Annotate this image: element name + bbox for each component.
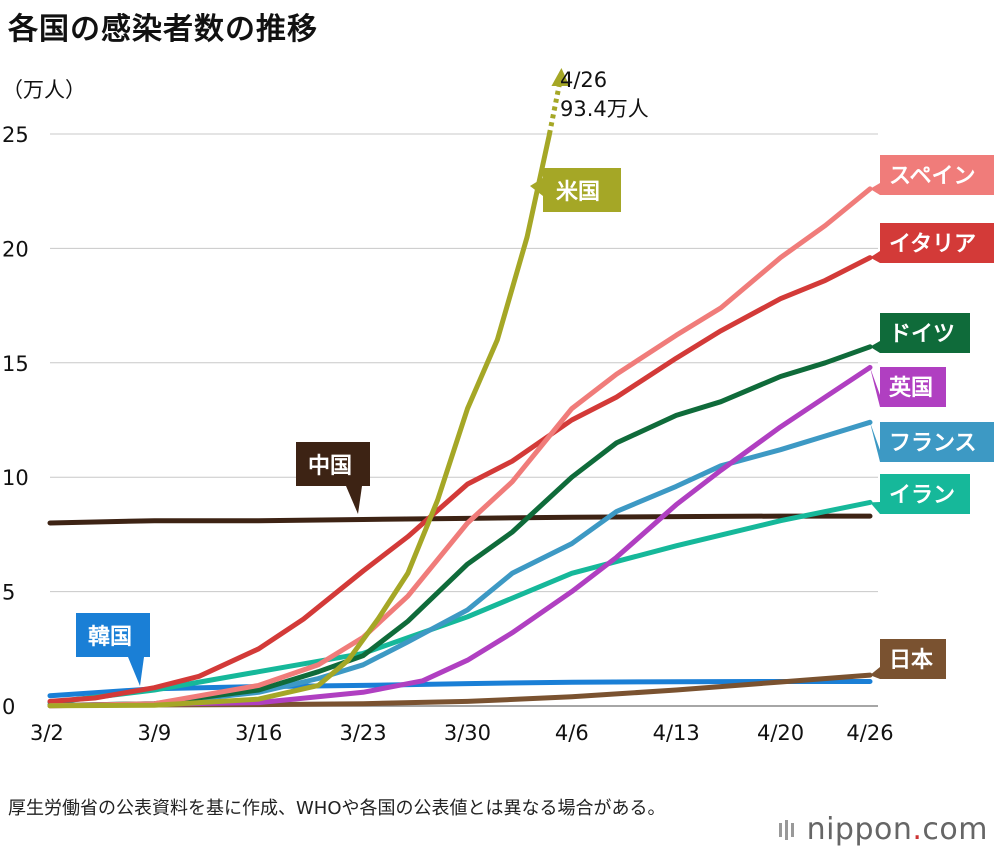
label-pointer (870, 422, 880, 462)
us-annotation: 4/26 93.4万人 (560, 68, 649, 121)
x-tick-label: 4/26 (846, 721, 893, 745)
label-box (296, 442, 370, 486)
label-pointer (870, 183, 880, 195)
series-label-スペイン: スペイン (870, 155, 994, 195)
label-box (880, 639, 946, 679)
label-text: 韓国 (88, 624, 132, 650)
y-tick-label: 10 (2, 466, 29, 490)
label-text: イタリア (889, 232, 976, 257)
line-chart: 0 5 10 15 20 25 3/2 3/9 3/16 3/23 3/30 4/6 4/13 4/20… (2, 68, 994, 745)
label-box (543, 168, 621, 212)
us-dashed-extension (547, 83, 562, 135)
label-text: ドイツ (889, 322, 955, 347)
label-box (880, 367, 946, 407)
brand-name: nippon (806, 812, 913, 847)
chart-title: 各国の感染者数の推移 (8, 12, 318, 47)
series-lines (47, 131, 873, 709)
label-text: イラン (889, 483, 955, 508)
label-text: 日本 (889, 648, 933, 673)
label-pointer (870, 341, 880, 353)
label-text: フランス (889, 431, 977, 456)
logo-bars-icon (778, 820, 794, 840)
y-tick-label: 25 (2, 123, 29, 147)
series-line (47, 364, 873, 709)
series-line (47, 499, 873, 706)
x-tick-label: 4/6 (555, 721, 589, 745)
x-tick-label: 4/13 (653, 721, 700, 745)
series-line (47, 513, 873, 526)
y-tick-label: 15 (2, 352, 29, 376)
brand-dot: . (912, 812, 923, 847)
series-label-米国: 米国 (530, 168, 621, 212)
chart-extras (547, 68, 570, 135)
series-label-英国: 英国 (870, 367, 946, 407)
x-tick-label: 3/2 (30, 721, 64, 745)
label-pointer (346, 486, 362, 514)
y-axis-label: （万人） (2, 78, 86, 102)
y-tick-label: 5 (2, 581, 15, 605)
label-text: 中国 (308, 454, 352, 479)
y-tick-label: 20 (2, 237, 29, 261)
label-pointer (870, 251, 880, 263)
label-box (76, 613, 150, 657)
annotation-date: 4/26 (560, 68, 607, 92)
series-label-イタリア: イタリア (870, 223, 994, 263)
series-label-中国: 中国 (296, 442, 370, 514)
label-box (880, 474, 970, 514)
annotation-value: 93.4万人 (560, 97, 649, 121)
x-tick-label: 4/20 (757, 721, 804, 745)
us-arrow-icon (551, 68, 570, 86)
label-box (880, 313, 970, 353)
series-line (47, 419, 873, 708)
series-label-イラン: イラン (870, 474, 970, 514)
y-tick-label: 0 (2, 695, 15, 719)
series-line (47, 344, 873, 708)
label-text: スペイン (889, 164, 975, 189)
x-tick-label: 3/9 (137, 721, 171, 745)
x-tick-label: 3/30 (444, 721, 491, 745)
x-tick-label: 3/23 (340, 721, 387, 745)
label-pointer (870, 667, 880, 679)
series-label-フランス: フランス (870, 422, 994, 462)
label-text: 米国 (556, 180, 600, 205)
label-pointer (870, 502, 880, 514)
label-pointer (530, 178, 543, 196)
source-note: 厚生労働省の公表資料を基に作成、WHOや各国の公表値とは異なる場合がある。 (8, 798, 666, 819)
series-label-韓国: 韓国 (76, 613, 150, 686)
label-pointer (128, 657, 144, 686)
brand-tld: com (922, 812, 988, 847)
y-axis-ticks: 0 5 10 15 20 25 (2, 123, 29, 719)
series-line (47, 672, 873, 708)
nippon-logo: nippon.com (777, 812, 988, 847)
series-line (47, 131, 552, 709)
label-box (880, 422, 994, 462)
x-tick-label: 3/16 (235, 721, 282, 745)
label-text: 英国 (889, 376, 933, 401)
label-box (880, 155, 994, 195)
series-label-日本: 日本 (870, 639, 946, 679)
label-box (880, 223, 994, 263)
series-line (47, 186, 873, 709)
series-line (47, 255, 873, 704)
series-label-ドイツ: ドイツ (870, 313, 970, 353)
label-pointer (870, 367, 880, 407)
series-line (47, 679, 873, 699)
x-axis-ticks: 3/2 3/9 3/16 3/23 3/30 4/6 4/13 4/20 4/26 (30, 721, 894, 745)
